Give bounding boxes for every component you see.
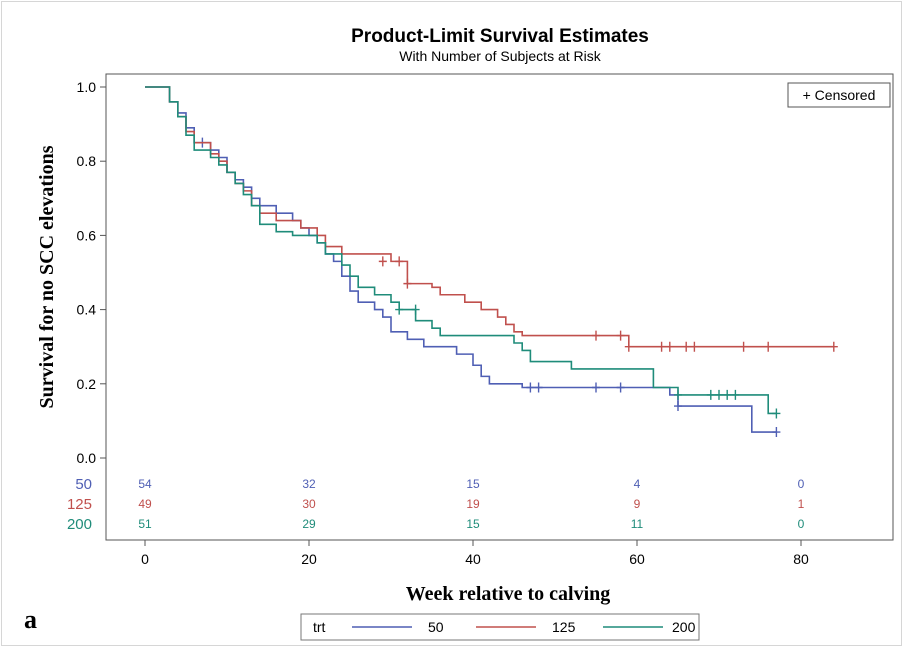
censor-mark — [592, 330, 600, 341]
censor-mark — [526, 382, 535, 393]
series-50 — [145, 86, 781, 438]
risk-count: 0 — [798, 477, 805, 491]
censored-legend-label: + Censored — [803, 87, 876, 103]
risk-count: 51 — [138, 517, 152, 531]
panel-label: a — [24, 605, 37, 634]
censor-mark — [682, 341, 691, 352]
risk-count: 0 — [798, 517, 805, 531]
x-axis-label: Week relative to calving — [406, 583, 611, 605]
censor-mark — [772, 408, 781, 419]
y-tick-label: 0.2 — [77, 376, 97, 392]
survival-curves — [145, 86, 838, 438]
y-tick-label: 0.4 — [77, 302, 97, 318]
y-tick-label: 0.8 — [77, 153, 97, 169]
censor-mark — [739, 341, 748, 352]
survival-curve-50 — [145, 86, 777, 433]
censored-legend-box — [787, 82, 891, 108]
censor-mark — [665, 341, 674, 352]
survival-curve-125 — [145, 86, 834, 348]
series-200 — [145, 86, 781, 419]
censor-mark — [411, 304, 420, 315]
risk-group-label: 50 — [75, 476, 92, 493]
y-axis-ticks: 0.0 0.2 0.4 0.6 0.8 1.0 — [77, 79, 106, 466]
censor-mark — [395, 304, 404, 315]
risk-count: 29 — [302, 517, 316, 531]
series-125 — [145, 86, 838, 352]
censor-mark — [395, 256, 404, 267]
x-tick-label: 20 — [301, 551, 317, 567]
x-tick-label: 40 — [465, 551, 481, 567]
risk-count: 1 — [798, 497, 805, 511]
legend-entry-50: 50 — [428, 619, 444, 635]
y-tick-label: 1.0 — [77, 79, 97, 95]
risk-count: 49 — [138, 497, 152, 511]
censor-mark — [616, 330, 625, 341]
censor-mark — [706, 389, 715, 400]
x-tick-label: 60 — [629, 551, 645, 567]
censor-mark — [723, 389, 732, 400]
risk-count: 9 — [634, 497, 641, 511]
censor-mark — [674, 401, 682, 412]
censor-mark — [592, 382, 600, 393]
risk-group-label: 200 — [67, 516, 92, 533]
x-axis-ticks: 0 20 40 60 80 — [141, 540, 809, 567]
censor-mark — [378, 256, 387, 267]
y-axis-label: Survival for no SCC elevations — [36, 145, 58, 408]
censored-legend: + Censored — [787, 82, 891, 108]
y-tick-label: 0.6 — [77, 227, 97, 243]
legend-entry-200: 200 — [672, 619, 696, 635]
y-tick-label: 0.0 — [77, 450, 97, 466]
risk-count: 4 — [634, 477, 641, 491]
series-legend: trt 50 125 200 — [300, 613, 700, 641]
censor-mark — [731, 389, 740, 400]
risk-count: 11 — [631, 517, 644, 531]
censor-mark — [403, 278, 412, 289]
survival-curve-200 — [145, 86, 777, 415]
legend-entry-125: 125 — [552, 619, 576, 635]
censor-mark — [772, 427, 781, 438]
x-tick-label: 80 — [793, 551, 809, 567]
x-tick-label: 0 — [141, 551, 149, 567]
censor-mark — [624, 341, 633, 352]
censor-mark — [690, 341, 699, 352]
risk-count: 32 — [302, 477, 316, 491]
risk-table: 50 54 32 15 4 0 125 49 30 19 9 1 200 51 29 15 11 0 — [67, 476, 805, 533]
censor-mark — [764, 341, 773, 352]
risk-count: 15 — [466, 477, 480, 491]
censor-mark — [674, 389, 682, 400]
censor-mark — [715, 389, 723, 400]
risk-group-label: 125 — [67, 496, 92, 513]
risk-count: 54 — [138, 477, 152, 491]
risk-count: 15 — [466, 517, 480, 531]
plot-area — [105, 73, 894, 541]
censor-mark — [534, 382, 543, 393]
chart-subtitle: With Number of Subjects at Risk — [399, 48, 602, 64]
censor-mark — [657, 341, 666, 352]
censor-mark — [616, 382, 625, 393]
risk-count: 30 — [302, 497, 316, 511]
legend-title: trt — [313, 619, 326, 635]
risk-count: 19 — [466, 497, 480, 511]
censor-mark — [829, 341, 838, 352]
chart-title: Product-Limit Survival Estimates — [351, 26, 649, 47]
